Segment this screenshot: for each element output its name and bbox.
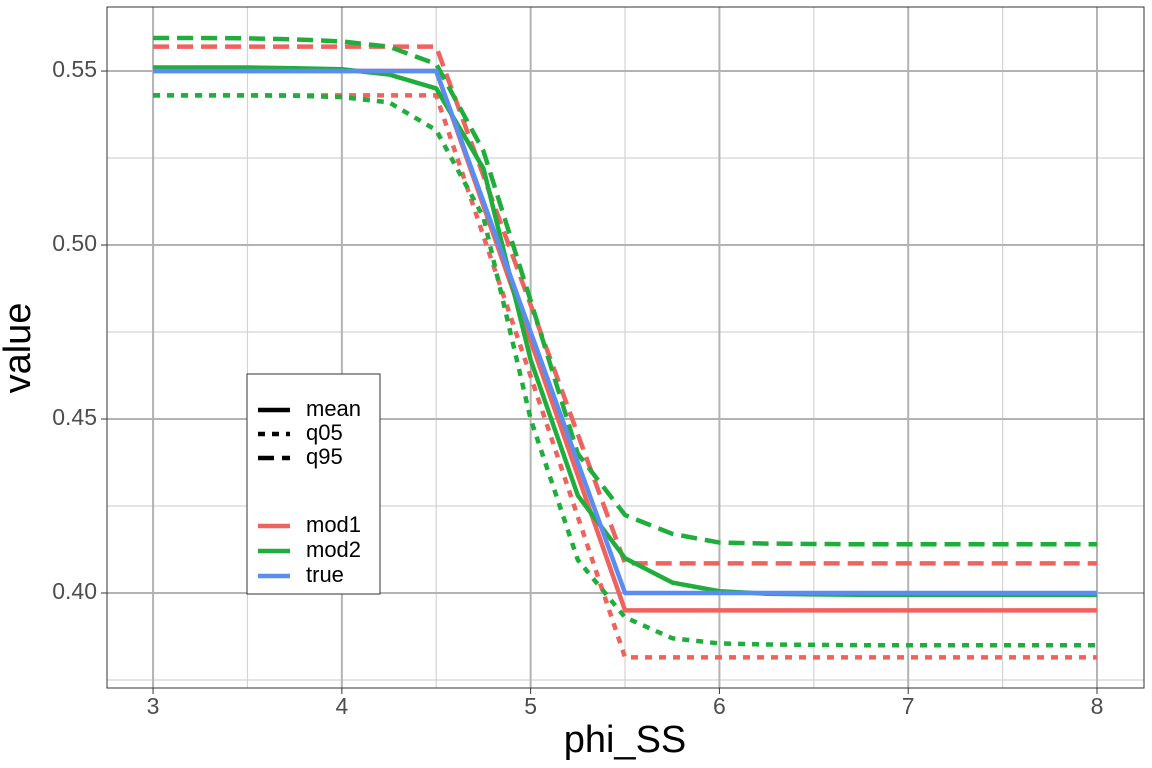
x-tick-label: 8 — [1091, 693, 1104, 719]
y-tick-label: 0.40 — [52, 578, 97, 604]
x-tick-label: 5 — [524, 693, 537, 719]
ticks: 0.40 0.45 0.50 0.55 3 4 5 6 7 8 — [52, 56, 1103, 719]
panel-border — [106, 6, 1145, 689]
x-tick-label: 3 — [147, 693, 160, 719]
series-line — [153, 68, 1097, 596]
legend-label: true — [306, 562, 344, 587]
y-axis-title: value — [0, 303, 39, 394]
x-axis-title: phi_SS — [564, 719, 687, 761]
y-tick-label: 0.45 — [52, 404, 97, 430]
x-tick-label: 7 — [902, 693, 915, 719]
series-line — [153, 93, 1097, 648]
legend-label: q95 — [306, 444, 343, 469]
series-line — [153, 44, 1097, 566]
legend-label: q05 — [306, 420, 343, 445]
legend-label: mod1 — [306, 512, 361, 537]
y-tick-label: 0.55 — [52, 56, 97, 82]
legend-label: mean — [306, 396, 361, 421]
x-tick-label: 6 — [713, 693, 726, 719]
legend-label: mod2 — [306, 537, 361, 562]
lines — [153, 35, 1097, 660]
series-line — [153, 35, 1097, 547]
x-tick-label: 4 — [335, 693, 348, 719]
y-tick-label: 0.50 — [52, 230, 97, 256]
